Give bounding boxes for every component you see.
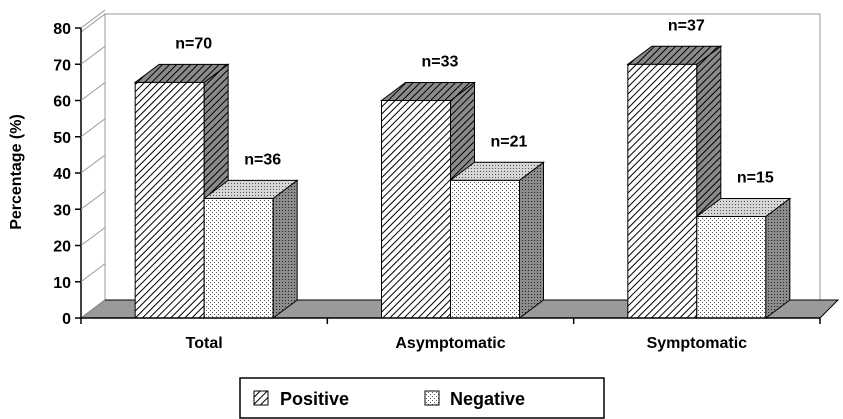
data-label: n=21: [491, 133, 528, 150]
bar-negative-side: [519, 161, 544, 319]
x-tick-label: Asymptomatic: [395, 335, 505, 352]
x-tick-label: Symptomatic: [647, 335, 748, 352]
legend: Positive Negative: [239, 377, 605, 419]
y-tick-depth-line: [80, 45, 106, 65]
y-axis-label: Percentage (%): [8, 114, 25, 230]
bar-negative-top: [449, 161, 545, 181]
y-tick-depth-line: [80, 263, 106, 283]
y-tick-depth-line: [80, 299, 106, 319]
bar-negative-front: [696, 216, 767, 319]
y-tick-depth-line: [80, 190, 106, 210]
y-tick-label: 70: [53, 57, 71, 74]
legend-label-negative: Negative: [450, 389, 525, 409]
x-axis: Total Asymptomatic Symptomatic: [80, 317, 821, 352]
y-tick-depth-line: [80, 154, 106, 174]
y-tick-label: 10: [53, 275, 71, 292]
y-tick-depth-line: [80, 9, 106, 29]
bar-negative-top: [202, 179, 299, 199]
bar-positive-front: [381, 100, 451, 319]
bar-positive-top: [133, 63, 230, 83]
legend-swatch-negative: [424, 390, 440, 406]
data-label: n=15: [737, 170, 774, 187]
y-tick-depth-line: [80, 227, 106, 246]
y-tick-label: 30: [53, 202, 71, 219]
bars: n=70 n=36 n=33 n=21 n=37 n=15: [133, 17, 792, 319]
bar-negative-front: [203, 197, 274, 319]
y-tick-depth-line: [80, 118, 106, 138]
y-tick-label: 20: [53, 239, 71, 256]
y-tick-label: 0: [62, 311, 71, 328]
legend-swatch-positive: [253, 390, 269, 406]
bar-negative-top: [695, 198, 792, 217]
data-label: n=37: [668, 17, 705, 34]
data-label: n=33: [422, 54, 459, 71]
bar-positive-front: [627, 63, 698, 319]
x-tick-label: Total: [186, 335, 223, 352]
y-tick-label: 80: [53, 21, 71, 38]
legend-box: [239, 377, 605, 419]
legend-label-positive: Positive: [280, 389, 349, 409]
bar-positive-top: [626, 45, 723, 65]
y-tick-label: 60: [53, 94, 71, 111]
y-tick-label: 50: [53, 130, 71, 147]
y-axis: 0 10 20 30 40 50 60 70 80: [53, 9, 106, 328]
data-label: n=70: [175, 35, 212, 52]
bar-positive-top: [380, 82, 476, 101]
data-label: n=36: [244, 151, 281, 168]
y-tick-depth-line: [80, 82, 106, 101]
bar-negative-side: [272, 179, 298, 319]
bar-positive-front: [134, 81, 205, 319]
bar-negative-front: [450, 179, 520, 319]
y-tick-label: 40: [53, 166, 71, 183]
bar-negative-side: [765, 197, 791, 319]
